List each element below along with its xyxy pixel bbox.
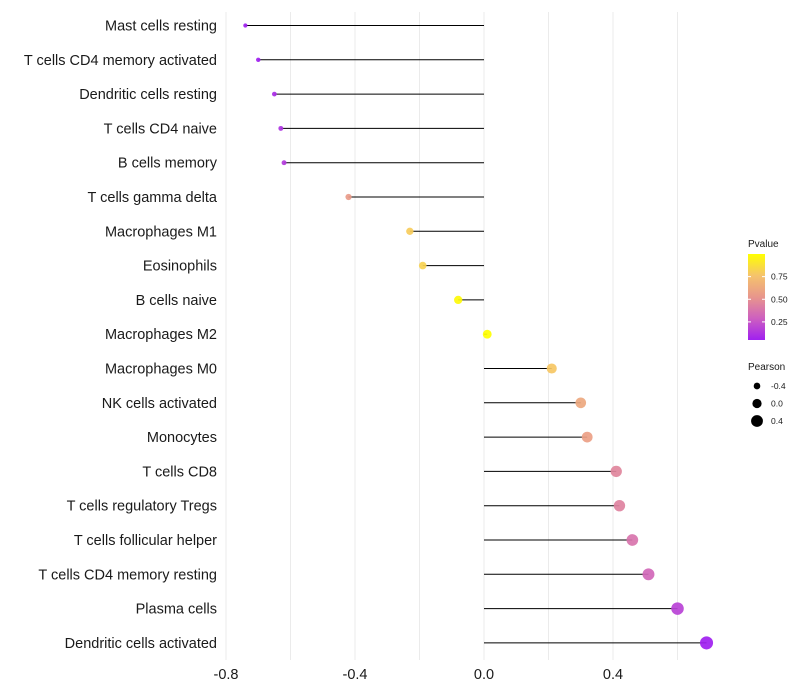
x-tick-label: 0.4	[603, 667, 623, 683]
x-axis-ticks: -0.8 -0.4 0.0 0.4	[214, 667, 624, 683]
data-point	[454, 295, 463, 305]
category-label: T cells regulatory Tregs	[67, 499, 217, 515]
legend-pvalue-colorbar	[748, 254, 765, 340]
category-label: T cells CD4 memory resting	[38, 567, 217, 583]
category-label: Dendritic cells activated	[65, 636, 217, 652]
points	[243, 23, 714, 650]
category-label: T cells follicular helper	[74, 533, 217, 549]
category-label: Macrophages M1	[105, 224, 217, 240]
data-point	[278, 125, 284, 131]
data-point	[256, 57, 261, 63]
category-label: B cells naive	[136, 293, 217, 309]
x-tick-label: -0.4	[343, 667, 368, 683]
data-point	[345, 193, 352, 201]
legend-pearson-label: -0.4	[771, 381, 786, 391]
legend-pearson-label: 0.0	[771, 399, 783, 409]
legend-pearson-label: 0.4	[771, 416, 783, 426]
data-point	[581, 431, 593, 443]
data-point	[546, 363, 557, 374]
category-label: Eosinophils	[143, 259, 217, 275]
data-point	[671, 602, 684, 615]
category-label: Macrophages M2	[105, 327, 217, 343]
data-point	[642, 568, 655, 581]
data-point	[281, 160, 287, 166]
x-tick-label: 0.0	[474, 667, 494, 683]
category-label: T cells CD4 naive	[104, 121, 217, 137]
legend-pearson: Pearson -0.4 0.0 0.4	[748, 362, 786, 427]
data-point	[575, 397, 587, 409]
category-label: NK cells activated	[102, 396, 217, 412]
stems	[245, 25, 707, 644]
gridlines	[225, 12, 678, 660]
legend-pearson-key	[753, 382, 761, 390]
data-point	[613, 499, 626, 512]
legend-pvalue-label: 0.50	[771, 294, 788, 304]
category-label: T cells CD8	[142, 464, 217, 480]
category-labels: Mast cells resting T cells CD4 memory act…	[24, 19, 218, 652]
category-label: Monocytes	[147, 430, 217, 446]
data-point	[626, 534, 639, 546]
category-label: Dendritic cells resting	[79, 87, 217, 103]
legend-pearson-key	[751, 415, 763, 427]
data-point	[418, 261, 427, 270]
data-point	[243, 23, 248, 28]
category-label: T cells CD4 memory activated	[24, 53, 217, 69]
legend-pearson-key	[752, 398, 762, 409]
legend-pvalue-label: 0.25	[771, 317, 788, 327]
legend-pvalue: Pvalue 0.25 0.50 0.75	[748, 239, 788, 340]
legend-pearson-title: Pearson	[748, 362, 785, 373]
category-label: Mast cells resting	[105, 19, 217, 35]
data-point	[271, 91, 277, 97]
data-point	[406, 227, 414, 235]
category-label: T cells gamma delta	[88, 190, 218, 206]
x-tick-label: -0.8	[214, 667, 239, 683]
data-point	[610, 465, 622, 478]
category-label: Macrophages M0	[105, 362, 217, 378]
data-point	[699, 636, 714, 650]
category-label: B cells memory	[118, 156, 218, 172]
legend-pvalue-label: 0.75	[771, 272, 788, 282]
category-label: Plasma cells	[136, 602, 217, 618]
data-point	[482, 329, 492, 339]
legend-pvalue-title: Pvalue	[748, 239, 779, 250]
